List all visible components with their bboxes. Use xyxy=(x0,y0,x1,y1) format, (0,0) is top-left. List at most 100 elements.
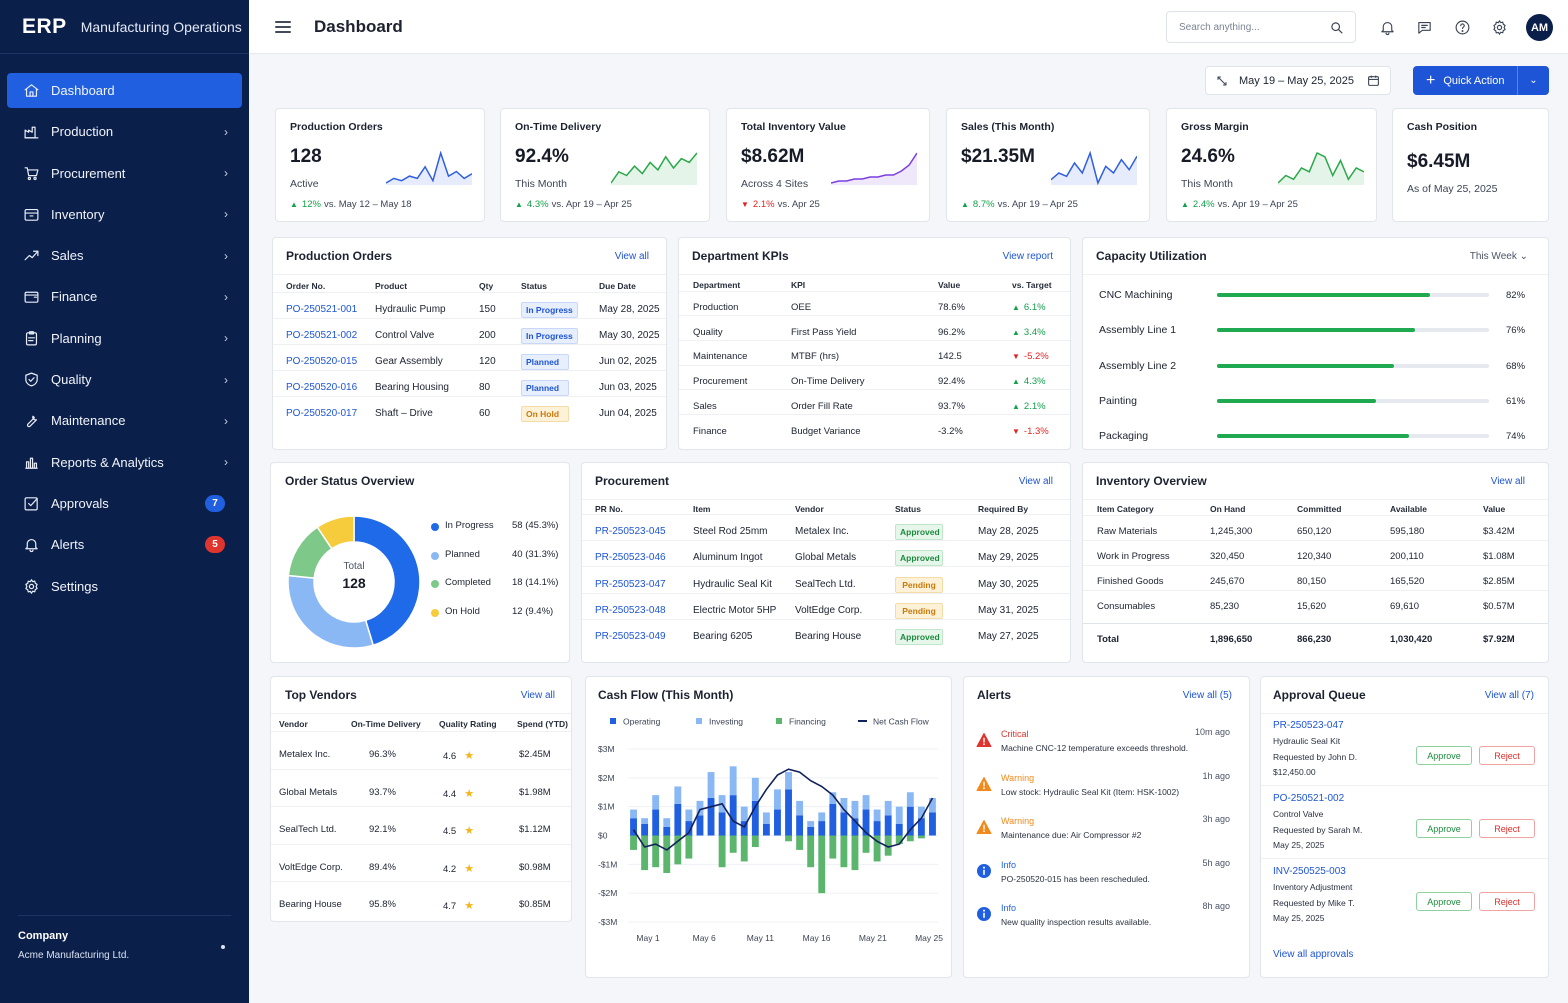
order-number-link[interactable]: PO-250521-002 xyxy=(286,330,358,341)
order-number-link[interactable]: PO-250521-001 xyxy=(286,304,358,315)
approve-button[interactable]: Approve xyxy=(1416,819,1472,838)
table-row[interactable]: Procurement On-Time Delivery 92.4% ▲ 4.3% xyxy=(679,376,1070,392)
chevron-down-icon[interactable]: ⌄ xyxy=(1517,66,1549,95)
table-row[interactable]: PR-250523-049 Bearing 6205 Bearing House Ap… xyxy=(582,629,1070,647)
legend-financing[interactable]: Financing xyxy=(776,717,826,727)
kpi-card-sales-this-month[interactable]: Sales (This Month) $21.35M ▲ 8.7% vs. Apr 19… xyxy=(946,108,1150,222)
alerts-view-all-link[interactable]: View all (5) xyxy=(1182,690,1232,701)
chevron-right-icon: › xyxy=(224,289,228,304)
table-row[interactable]: PR-250523-047 Hydraulic Seal Kit SealTech … xyxy=(582,576,1070,595)
table-row[interactable]: Sales Order Fill Rate 93.7% ▲ 2.1% xyxy=(679,401,1070,417)
sidebar-item-finance[interactable]: Finance › xyxy=(7,279,242,314)
table-row[interactable]: Quality First Pass Yield 96.2% ▲ 3.4% xyxy=(679,327,1070,343)
order-number-link[interactable]: PO-250520-017 xyxy=(286,408,358,419)
kpi-card-production-orders[interactable]: Production Orders 128 Active ▲ 12% vs. May 12… xyxy=(275,108,485,222)
search-input[interactable]: Search anything... xyxy=(1166,11,1356,43)
legend-net-cash-flow[interactable]: Net Cash Flow xyxy=(858,717,930,727)
alert-item[interactable]: Warning Low stock: Hydraulic Seal Kit (It… xyxy=(964,771,1249,811)
order-number-link[interactable]: PO-250520-015 xyxy=(286,356,358,367)
table-row[interactable]: PO-250520-015 Gear Assembly 120 Planned Jun … xyxy=(273,354,666,374)
order-number-link[interactable]: PO-250520-016 xyxy=(286,382,358,393)
menu-toggle-icon[interactable] xyxy=(275,18,291,36)
view-all-approvals-link[interactable]: View all approvals xyxy=(1273,949,1354,960)
sidebar-item-alerts[interactable]: Alerts 5 xyxy=(7,527,242,562)
pr-number-link[interactable]: PR-250523-048 xyxy=(595,604,666,616)
pr-number-link[interactable]: PR-250523-045 xyxy=(595,526,666,537)
reject-button[interactable]: Reject xyxy=(1479,892,1535,911)
department-kpis-view-report-link[interactable]: View report xyxy=(1002,251,1053,262)
approval-queue-card: Approval Queue View all (7) View all app… xyxy=(1260,676,1549,978)
company-menu-icon[interactable] xyxy=(221,945,225,949)
alert-item[interactable]: Critical Machine CNC-12 temperature excee… xyxy=(964,727,1249,767)
sidebar-item-settings[interactable]: Settings xyxy=(7,569,242,604)
approve-button[interactable]: Approve xyxy=(1416,746,1472,765)
table-row[interactable]: SealTech Ltd. 92.1% 4.5 ★ $1.12M xyxy=(271,824,571,840)
date-range-text: May 19 – May 25, 2025 xyxy=(1239,74,1354,87)
sidebar-item-production[interactable]: Production › xyxy=(7,114,242,149)
top-vendors-view-all-link[interactable]: View all xyxy=(520,690,555,701)
sidebar-item-dashboard[interactable]: Dashboard xyxy=(7,73,242,108)
table-row[interactable]: Finance Budget Variance -3.2% ▼ -1.3% xyxy=(679,426,1070,442)
procurement-view-all-link[interactable]: View all xyxy=(1018,476,1053,487)
help-icon[interactable] xyxy=(1450,15,1474,39)
alert-item[interactable]: Info New quality inspection results avail… xyxy=(964,901,1249,941)
sidebar-item-reports-analytics[interactable]: Reports & Analytics › xyxy=(7,445,242,480)
kpi-card-cash-position[interactable]: Cash Position $6.45M As of May 25, 2025 xyxy=(1392,108,1549,222)
sidebar-item-sales[interactable]: Sales › xyxy=(7,238,242,273)
settings-gear-icon[interactable] xyxy=(1488,15,1512,39)
pr-number-link[interactable]: PR-250523-049 xyxy=(595,631,666,643)
alert-item[interactable]: Warning Maintenance due: Air Compressor #… xyxy=(964,814,1249,854)
table-row[interactable]: PO-250521-001 Hydraulic Pump 150 In Progres… xyxy=(273,302,666,322)
inventory-view-all-link[interactable]: View all xyxy=(1490,476,1525,487)
table-row[interactable]: PO-250520-017 Shaft – Drive 60 On Hold Jun 0… xyxy=(273,406,666,426)
donut-slice-on-hold[interactable] xyxy=(316,515,355,550)
quick-action-button[interactable]: + Quick Action ⌄ xyxy=(1413,66,1549,95)
approval-id-link[interactable]: PR-250523-047 xyxy=(1273,720,1344,731)
table-row[interactable]: Finished Goods 245,670 80,150 165,520 $2.85M xyxy=(1083,576,1548,592)
sidebar-item-approvals[interactable]: Approvals 7 xyxy=(7,486,242,521)
kpi-card-on-time-delivery[interactable]: On-Time Delivery 92.4% This Month ▲ 4.3% vs. … xyxy=(500,108,710,222)
reject-button[interactable]: Reject xyxy=(1479,746,1535,765)
kpi-card-gross-margin[interactable]: Gross Margin 24.6% This Month ▲ 2.4% vs. Apr … xyxy=(1166,108,1377,222)
table-row[interactable]: PO-250520-016 Bearing Housing 80 Planned Jun… xyxy=(273,380,666,400)
approval-id-link[interactable]: INV-250525-003 xyxy=(1273,866,1346,877)
table-row[interactable]: Consumables 85,230 15,620 69,610 $0.57M xyxy=(1083,601,1548,617)
notifications-bell-icon[interactable] xyxy=(1375,15,1399,39)
table-row[interactable]: VoltEdge Corp. 89.4% 4.2 ★ $0.98M xyxy=(271,862,571,878)
table-row[interactable]: PR-250523-048 Electric Motor 5HP VoltEdge … xyxy=(582,602,1070,621)
production-orders-view-all-link[interactable]: View all xyxy=(614,251,649,262)
donut-slice-planned[interactable] xyxy=(287,574,375,649)
date-range-picker[interactable]: May 19 – May 25, 2025 xyxy=(1205,66,1391,95)
approval-queue-view-all-link[interactable]: View all (7) xyxy=(1484,690,1534,701)
sidebar-item-planning[interactable]: Planning › xyxy=(7,321,242,356)
legend-operating[interactable]: Operating xyxy=(610,717,661,727)
table-row[interactable]: Bearing House 95.8% 4.7 ★ $0.85M xyxy=(271,899,571,915)
table-row[interactable]: Work in Progress 320,450 120,340 200,110 $1.… xyxy=(1083,551,1548,567)
table-row[interactable]: Maintenance MTBF (hrs) 142.5 ▼ -5.2% xyxy=(679,351,1070,367)
legend-investing[interactable]: Investing xyxy=(696,717,743,727)
table-row[interactable]: Metalex Inc. 96.3% 4.6 ★ $2.45M xyxy=(271,749,571,765)
table-row[interactable]: Raw Materials 1,245,300 650,120 595,180 $3.4… xyxy=(1083,526,1548,542)
approve-button[interactable]: Approve xyxy=(1416,892,1472,911)
table-row[interactable]: PO-250521-002 Control Valve 200 In Progress… xyxy=(273,328,666,348)
sidebar-item-quality[interactable]: Quality › xyxy=(7,362,242,397)
reject-button[interactable]: Reject xyxy=(1479,819,1535,838)
sidebar-item-maintenance[interactable]: Maintenance › xyxy=(7,403,242,438)
brand[interactable]: ERP Manufacturing Operations xyxy=(0,0,249,54)
table-row[interactable]: PR-250523-045 Steel Rod 25mm Metalex Inc. A… xyxy=(582,524,1070,542)
table-row[interactable]: Production OEE 78.6% ▲ 6.1% xyxy=(679,302,1070,318)
kpi-card-total-inventory-value[interactable]: Total Inventory Value $8.62M Across 4 Site… xyxy=(726,108,930,222)
company-switcher[interactable]: Company Acme Manufacturing Ltd. xyxy=(18,915,231,961)
table-row[interactable]: PR-250523-046 Aluminum Ingot Global Metals… xyxy=(582,550,1070,568)
capacity-period-select[interactable]: This Week ⌄ xyxy=(1470,251,1528,262)
table-row[interactable]: Global Metals 93.7% 4.4 ★ $1.98M xyxy=(271,787,571,803)
approval-id-link[interactable]: PO-250521-002 xyxy=(1273,793,1345,804)
pr-number-link[interactable]: PR-250523-046 xyxy=(595,552,666,564)
pr-number-link[interactable]: PR-250523-047 xyxy=(595,578,666,590)
user-avatar[interactable]: AM xyxy=(1526,14,1553,41)
messages-icon[interactable] xyxy=(1413,15,1437,39)
donut-slice-in-progress[interactable] xyxy=(353,515,421,647)
sidebar-item-inventory[interactable]: Inventory › xyxy=(7,197,242,232)
sidebar-item-procurement[interactable]: Procurement › xyxy=(7,156,242,191)
alert-item[interactable]: Info PO-250520-015 has been rescheduled. 5… xyxy=(964,858,1249,898)
